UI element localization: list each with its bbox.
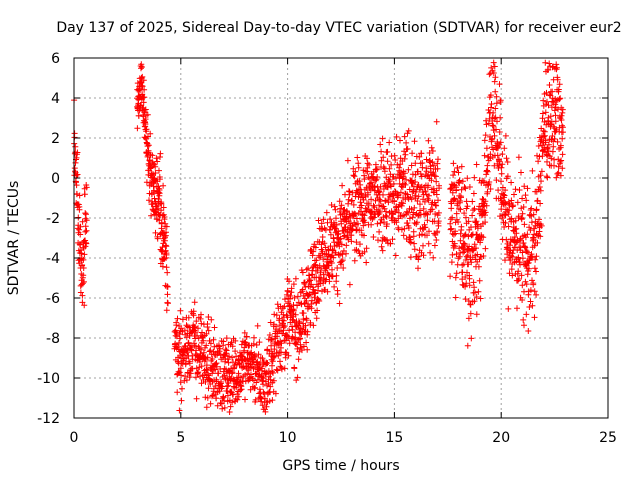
- sdtvar-points: [71, 59, 566, 415]
- chart-title: Day 137 of 2025, Sidereal Day-to-day VTE…: [56, 20, 621, 36]
- axis-ticks: [73, 57, 609, 419]
- x-axis-label: GPS time / hours: [282, 458, 399, 474]
- x-tick-label: 15: [385, 430, 403, 446]
- data-points: [71, 59, 566, 415]
- y-tick-label: 2: [51, 131, 60, 147]
- y-tick-label: -10: [37, 371, 60, 387]
- x-tick-label: 5: [176, 430, 185, 446]
- x-tick-label: 25: [599, 430, 617, 446]
- y-tick-label: -2: [46, 211, 60, 227]
- x-tick-label: 20: [492, 430, 510, 446]
- y-tick-label: -12: [37, 411, 60, 427]
- y-tick-label: 0: [51, 171, 60, 187]
- y-axis-label: SDTVAR / TECUs: [6, 181, 22, 296]
- x-tick-label: 0: [70, 430, 79, 446]
- x-tick-label: 10: [279, 430, 297, 446]
- y-tick-label: 4: [51, 91, 60, 107]
- y-tick-label: -4: [46, 251, 60, 267]
- y-tick-label: -6: [46, 291, 60, 307]
- y-tick-label: 6: [51, 51, 60, 67]
- tick-labels: 0 5 10 15 20 25 -12 -10 -8 -6 -4 -2 0 2 4 6: [37, 51, 617, 446]
- plot-frame: [73, 57, 609, 419]
- y-tick-label: -8: [46, 331, 60, 347]
